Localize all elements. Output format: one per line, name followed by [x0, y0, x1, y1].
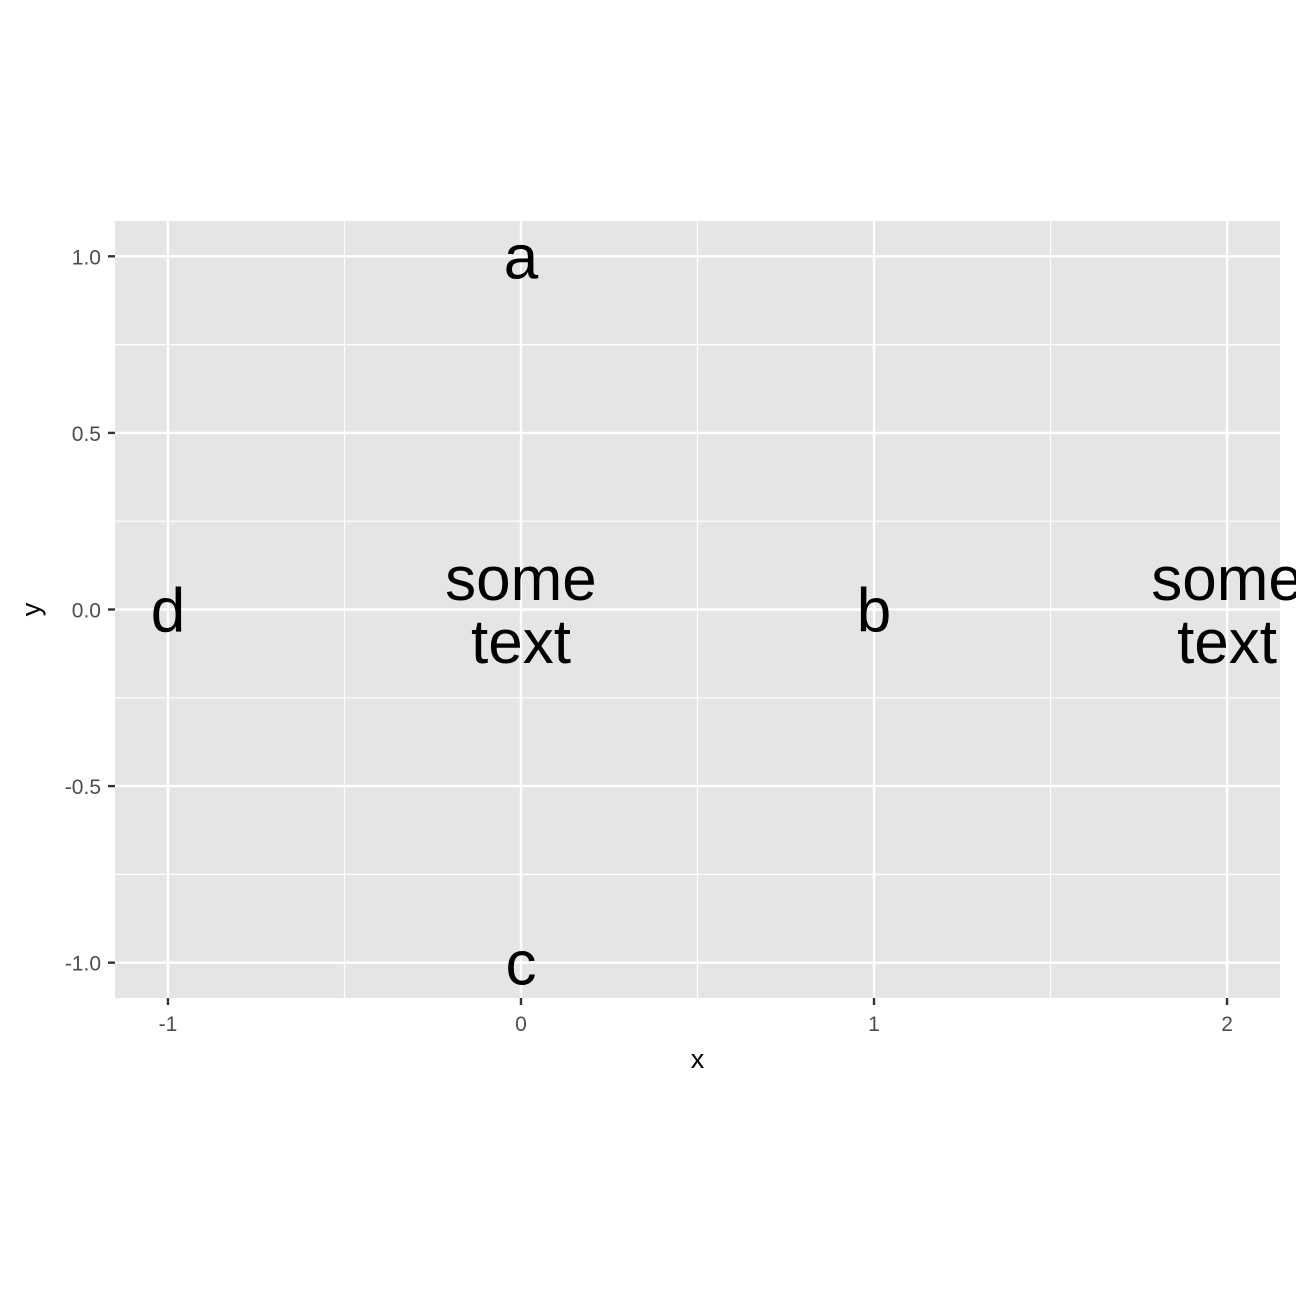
point-text-line: some	[445, 545, 597, 614]
x-tick-label: -1	[159, 1013, 178, 1036]
y-axis: -1.0 -0.5 0.0 0.5 1.0	[65, 246, 115, 976]
point-text-label: some text	[1151, 545, 1296, 677]
point-text-label: d	[151, 577, 185, 646]
point-text-label: some text	[445, 545, 597, 677]
x-axis: -1 0 1 2	[159, 998, 1233, 1036]
y-tick-label: 0.0	[72, 600, 101, 623]
y-axis-title: y	[16, 602, 46, 616]
point-text-line: a	[504, 223, 539, 292]
x-axis-title: x	[691, 1044, 705, 1074]
x-tick-label: 1	[868, 1013, 880, 1036]
x-tick-label: 0	[515, 1013, 527, 1036]
y-tick-label: 0.5	[72, 423, 101, 446]
point-text-label: a	[504, 223, 539, 292]
y-tick-label: -1.0	[65, 953, 101, 976]
point-text-line: text	[471, 608, 571, 677]
point-text-line: d	[151, 577, 185, 646]
x-tick-label: 2	[1221, 1013, 1233, 1036]
point-text-label: c	[505, 930, 536, 999]
point-text-line: text	[1177, 608, 1277, 677]
y-tick-label: 1.0	[72, 246, 101, 269]
point-text-line: some	[1151, 545, 1296, 614]
point-text-label: b	[857, 577, 891, 646]
major-gridlines	[115, 221, 1280, 998]
point-text-line: c	[505, 930, 536, 999]
y-tick-label: -0.5	[65, 776, 101, 799]
point-text-line: b	[857, 577, 891, 646]
